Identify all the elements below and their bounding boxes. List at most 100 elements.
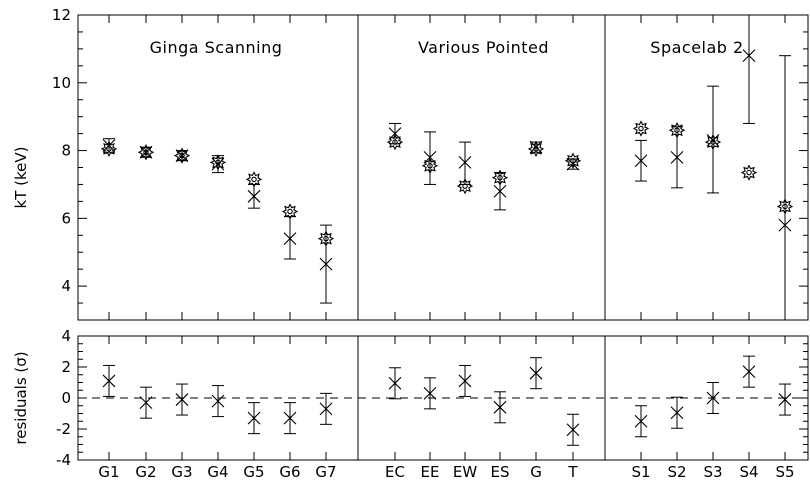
model-star	[317, 230, 335, 247]
residual-point	[566, 423, 580, 437]
model-star-core	[497, 174, 503, 181]
model-star-core	[215, 159, 221, 166]
x-tick-label: G3	[171, 463, 192, 481]
x-tick-label: G2	[135, 463, 156, 481]
y-tick-label-top: 12	[52, 6, 71, 24]
model-star	[776, 198, 794, 215]
model-star	[100, 140, 118, 158]
x-tick-label: EE	[421, 463, 440, 481]
x-tick-label: S1	[631, 463, 650, 481]
x-tick-label: G	[530, 463, 542, 481]
x-tick-label: S2	[667, 463, 686, 481]
x-tick-label: G1	[98, 463, 119, 481]
panel-title: Spacelab 2	[650, 38, 743, 57]
kT-point	[670, 150, 684, 164]
model-star	[386, 133, 404, 151]
model-star	[527, 140, 545, 158]
x-tick-label: S3	[703, 463, 722, 481]
model-star-core	[533, 146, 539, 152]
model-star-core	[710, 139, 716, 145]
kT-point	[458, 156, 472, 169]
y-tick-label-top: 10	[52, 74, 71, 92]
model-star	[281, 203, 299, 220]
residual-point	[670, 406, 684, 420]
residual-point	[458, 374, 472, 388]
residual-point	[319, 402, 333, 416]
model-star-core	[106, 146, 112, 152]
model-star	[209, 154, 227, 171]
residual-point	[778, 393, 792, 406]
y-tick-label-top: 8	[61, 142, 71, 160]
residual-point	[388, 376, 402, 390]
model-star-core	[287, 208, 293, 215]
residual-point	[706, 391, 720, 405]
model-star	[491, 169, 509, 186]
x-tick-label: EW	[453, 463, 477, 481]
kT-point	[102, 139, 116, 152]
residual-point	[247, 411, 261, 425]
residual-point	[175, 393, 189, 406]
y-tick-label-bottom: -4	[56, 451, 71, 469]
model-star-core	[179, 152, 185, 159]
kT-point	[175, 149, 189, 163]
y-axis-label-bottom: residuals (σ)	[12, 351, 30, 444]
model-star-core	[570, 157, 576, 164]
model-star-core	[251, 176, 257, 183]
x-tick-label: G7	[315, 463, 336, 481]
model-star-core	[674, 127, 680, 133]
kT-point	[493, 184, 507, 198]
residual-point	[529, 366, 543, 380]
x-tick-label: T	[567, 463, 578, 481]
residual-point	[102, 374, 116, 388]
y-tick-label-bottom: 2	[61, 358, 71, 376]
x-tick-label: S5	[775, 463, 794, 481]
y-axis-label-top: kT (keV)	[12, 147, 30, 209]
panel-title: Various Pointed	[418, 38, 549, 57]
model-star	[173, 147, 191, 164]
x-tick-label: S4	[739, 463, 758, 481]
model-star	[632, 120, 650, 137]
residual-point	[423, 386, 437, 400]
model-star-core	[462, 183, 468, 189]
residual-point	[742, 365, 756, 379]
top-panel-frame	[77, 14, 809, 321]
y-tick-label-top: 4	[61, 277, 71, 295]
kT-point	[319, 257, 333, 271]
model-star-core	[782, 203, 788, 210]
x-tick-label: G6	[279, 463, 300, 481]
residual-point	[139, 396, 153, 410]
kT-point	[778, 218, 792, 232]
model-star-core	[427, 163, 433, 169]
model-star	[137, 144, 155, 161]
residual-point	[283, 411, 297, 425]
model-star	[668, 122, 686, 139]
kT-point	[566, 157, 580, 171]
kT-point	[139, 145, 153, 159]
model-star-core	[638, 125, 644, 132]
kT-point	[634, 154, 648, 168]
model-star	[245, 171, 263, 188]
y-tick-label-bottom: -2	[56, 420, 71, 438]
model-star	[564, 152, 582, 169]
model-star-core	[392, 139, 398, 145]
model-star	[456, 177, 474, 195]
residual-point	[634, 414, 648, 428]
model-star	[704, 133, 722, 151]
kT-point	[283, 232, 297, 246]
x-tick-label: ES	[491, 463, 510, 481]
model-star	[421, 157, 439, 175]
kT-point	[247, 189, 261, 203]
model-star	[740, 164, 758, 181]
x-tick-label: G4	[207, 463, 228, 481]
y-tick-label-bottom: 0	[61, 389, 71, 407]
residual-point	[493, 400, 507, 414]
y-tick-label-bottom: 4	[61, 327, 71, 345]
panel-title: Ginga Scanning	[150, 38, 283, 57]
model-star-core	[746, 169, 752, 176]
x-tick-label: EC	[385, 463, 405, 481]
model-star-core	[143, 149, 149, 156]
model-star-core	[323, 235, 329, 242]
residual-point	[211, 394, 225, 408]
kT-point	[742, 49, 756, 63]
